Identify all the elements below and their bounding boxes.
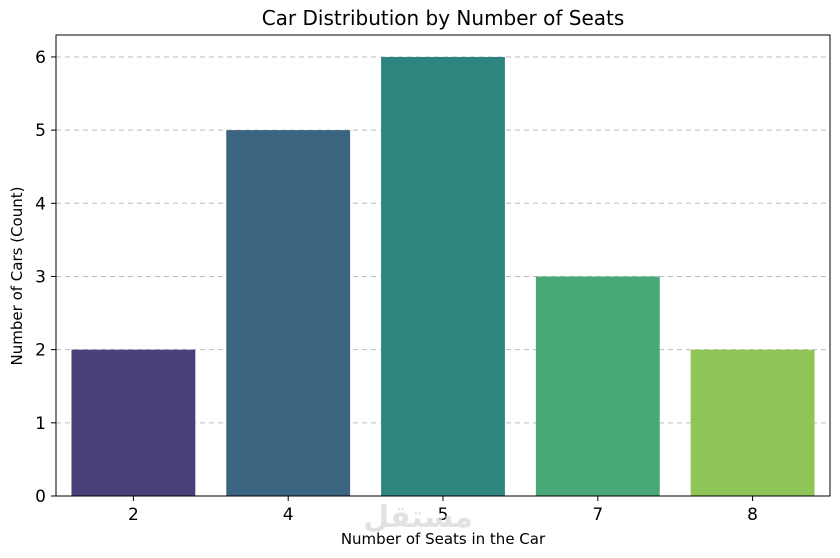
y-axis-label: Number of Cars (Count) (8, 187, 26, 366)
y-tick-label: 5 (35, 121, 46, 141)
bar-seats-7 (535, 276, 660, 496)
chart-title: Car Distribution by Number of Seats (262, 6, 625, 30)
x-tick-label: 2 (128, 505, 139, 525)
x-axis-ticks: 2 4 5 7 8 (128, 496, 758, 525)
x-axis-label: Number of Seats in the Car (341, 530, 546, 548)
y-tick-label: 4 (35, 194, 46, 214)
watermark-logo: مستقل (363, 500, 473, 535)
x-tick-label: 4 (283, 505, 294, 525)
bar-seats-8 (690, 349, 815, 496)
y-tick-label: 0 (35, 487, 46, 507)
bar-seats-2 (71, 349, 196, 496)
y-tick-label: 3 (35, 267, 46, 287)
bar-seats-4 (226, 130, 351, 496)
y-tick-label: 6 (35, 48, 46, 68)
y-tick-label: 2 (35, 341, 46, 361)
bars (71, 56, 815, 496)
x-tick-label: 5 (438, 505, 449, 525)
x-tick-label: 7 (592, 505, 603, 525)
x-tick-label: 8 (747, 505, 758, 525)
y-axis-ticks: 0 1 2 3 4 5 6 (35, 48, 56, 507)
bar-seats-5 (381, 56, 505, 496)
y-tick-label: 1 (35, 414, 46, 434)
